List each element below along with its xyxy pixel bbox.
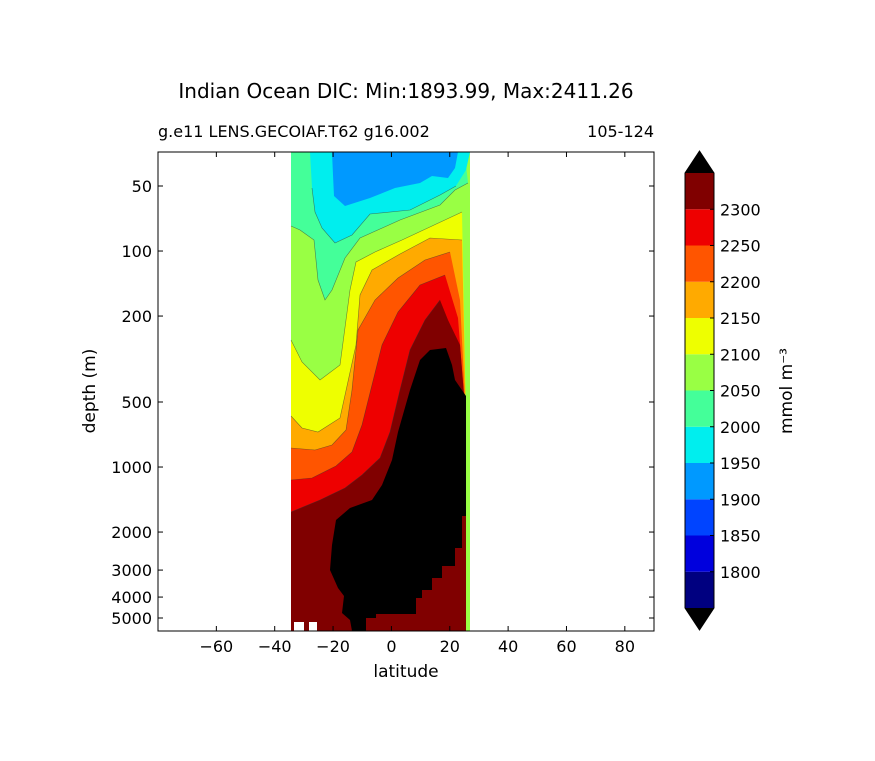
colorbar-tick-label: 1850: [720, 527, 761, 546]
colorbar-swatch: [685, 318, 714, 355]
colorbar-swatch: [685, 499, 714, 536]
y-tick-label: 4000: [111, 588, 152, 607]
band-1900-1950: [332, 152, 458, 206]
y-axis: 50 100 200 500 1000 2000 3000 4000 5000: [111, 177, 654, 628]
contour-lines: [290, 182, 469, 513]
colorbar-swatch: [685, 209, 714, 246]
chart-subtitle-left: g.e11 LENS.GECOIAF.T62 g16.002: [158, 122, 430, 141]
missing-data: [294, 622, 304, 631]
colorbar-tick-label: 2300: [720, 200, 761, 219]
colorbar-tick-label: 1900: [720, 490, 761, 509]
colorbar-swatch: [685, 245, 714, 282]
colorbar-tick-label: 2100: [720, 345, 761, 364]
colorbar-swatch: [685, 463, 714, 500]
x-tick-label: 40: [498, 637, 518, 656]
x-tick-label: 60: [556, 637, 576, 656]
y-tick-label: 1000: [111, 458, 152, 477]
colorbar-outline: [684, 150, 715, 631]
colorbar-over-triangle: [685, 151, 714, 173]
missing-data: [309, 622, 317, 631]
colorbar-tick-label: 2250: [720, 237, 761, 256]
colorbar-swatch: [685, 571, 714, 608]
y-tick-label: 5000: [111, 609, 152, 628]
x-tick-label: 0: [386, 637, 396, 656]
x-tick-label: −40: [258, 637, 292, 656]
colorbar-tick-label: 2000: [720, 418, 761, 437]
colorbar-tick-label: 1800: [720, 563, 761, 582]
chart-title: Indian Ocean DIC: Min:1893.99, Max:2411.…: [178, 79, 633, 103]
colorbar-tick-label: 2150: [720, 309, 761, 328]
y-tick-label: 100: [121, 242, 152, 261]
band-over-2350: [330, 348, 466, 631]
x-tick-label: −60: [199, 637, 233, 656]
x-tick-label: −20: [316, 637, 350, 656]
colorbar-tick-label: 1950: [720, 454, 761, 473]
colorbar-swatch: [685, 281, 714, 318]
y-tick-label: 3000: [111, 561, 152, 580]
colorbar: 1800 1850 1900 1950 2000 2050 2100 2150 2200 2250…: [684, 150, 761, 631]
colorbar-under-triangle: [685, 608, 714, 630]
colorbar-label: mmol m⁻³: [777, 348, 797, 434]
x-tick-label: 20: [440, 637, 460, 656]
colorbar-swatch: [685, 390, 714, 427]
chart-subtitle-right: 105-124: [587, 122, 654, 141]
y-tick-label: 50: [132, 177, 152, 196]
plot-frame: [157, 151, 655, 632]
y-tick-label: 200: [121, 307, 152, 326]
y-axis-label: depth (m): [80, 349, 100, 434]
colorbar-swatch: [685, 426, 714, 463]
contour-field: [290, 152, 470, 631]
y-tick-label: 500: [121, 393, 152, 412]
x-axis: −60 −40 −20 0 20 40 60 80: [199, 152, 635, 656]
x-axis-label: latitude: [373, 662, 438, 682]
colorbar-swatch: [685, 354, 714, 391]
colorbar-swatch: [685, 173, 714, 210]
colorbar-tick-label: 2200: [720, 273, 761, 292]
x-tick-label: 80: [615, 637, 635, 656]
colorbar-swatch: [685, 535, 714, 572]
colorbar-tick-label: 2050: [720, 382, 761, 401]
y-tick-label: 2000: [111, 523, 152, 542]
